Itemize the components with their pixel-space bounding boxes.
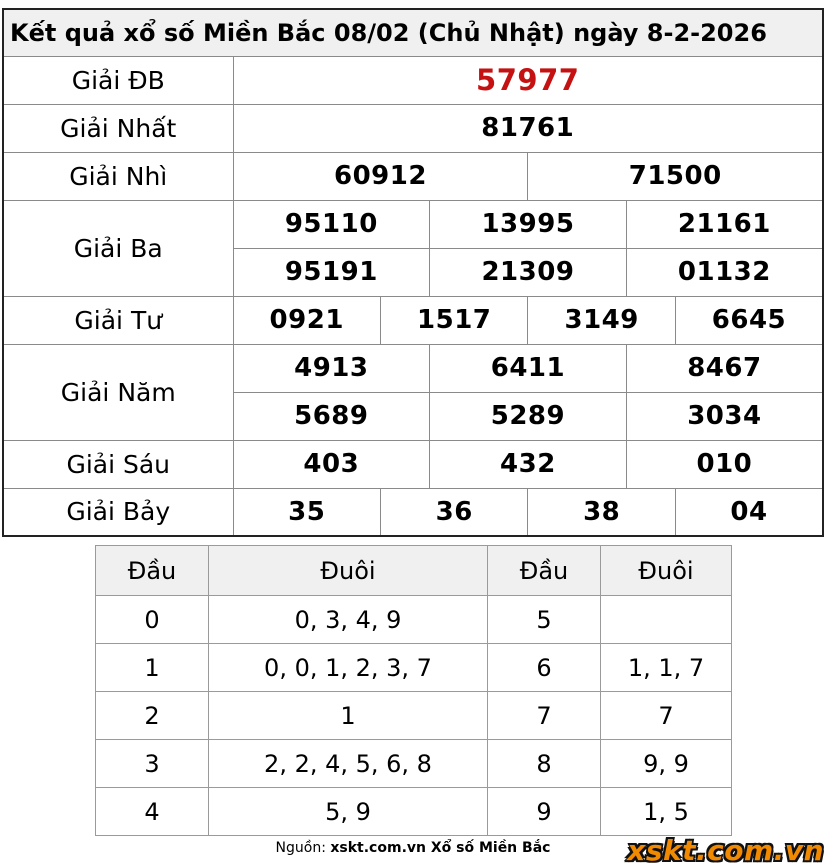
prize-value: 3149: [527, 295, 676, 345]
tail-cell: 1: [208, 691, 488, 740]
source-attribution: Nguồn: xskt.com.vn Xổ số Miền Bắc: [0, 840, 826, 856]
prize-value: 21309: [429, 247, 627, 297]
prize-value: 38: [527, 487, 676, 537]
prize-label-nhat: Giải Nhất: [2, 103, 234, 153]
prize-value: 60912: [232, 151, 529, 201]
results-table: Kết quả xổ số Miền Bắc 08/02 (Chủ Nhật) …: [2, 8, 824, 537]
prize-value-db: 57977: [232, 55, 824, 105]
prize-label-tu: Giải Tư: [2, 295, 234, 345]
prize-value: 36: [379, 487, 529, 537]
tail-cell: [600, 595, 732, 644]
head-cell: 7: [487, 691, 601, 740]
table-row: 0 0, 3, 4, 9 5: [95, 595, 732, 644]
col-header-duoi-left: Đuôi: [208, 545, 488, 596]
head-cell: 1: [95, 643, 209, 692]
prize-value: 13995: [429, 199, 627, 249]
table-row: 2 1 7 7: [95, 691, 732, 740]
prize-value: 1517: [379, 295, 529, 345]
head-cell: 2: [95, 691, 209, 740]
prize-value: 6645: [674, 295, 824, 345]
tail-cell: 0, 3, 4, 9: [208, 595, 488, 644]
head-tail-header-row: Đầu Đuôi Đầu Đuôi: [95, 545, 732, 596]
row-giai-ba-2: 95191 21309 01132: [3, 247, 824, 297]
row-giai-nhi: Giải Nhì 60912 71500: [2, 151, 824, 201]
prize-value: 3034: [625, 391, 824, 441]
row-giai-nhat: Giải Nhất 81761: [2, 103, 824, 153]
prize-value: 010: [625, 439, 824, 489]
prize-label-sau: Giải Sáu: [2, 439, 234, 489]
prize-value: 6411: [429, 343, 627, 393]
page-title: Kết quả xổ số Miền Bắc 08/02 (Chủ Nhật) …: [2, 8, 824, 57]
prize-value: 5289: [429, 391, 627, 441]
prize-value: 81761: [232, 103, 824, 153]
source-value: xskt.com.vn Xổ số Miền Bắc: [330, 840, 551, 856]
row-giai-tu: Giải Tư 0921 1517 3149 6645: [2, 295, 824, 345]
prize-label-bay: Giải Bảy: [2, 487, 234, 537]
col-header-dau-right: Đầu: [487, 545, 601, 596]
row-giai-sau: Giải Sáu 403 432 010: [2, 439, 824, 489]
col-header-duoi-right: Đuôi: [600, 545, 732, 596]
prize-label-nhi: Giải Nhì: [2, 151, 234, 201]
prize-label-nam: Giải Năm: [2, 343, 234, 441]
tail-cell: 1, 5: [600, 787, 732, 836]
tail-cell: 0, 0, 1, 2, 3, 7: [208, 643, 488, 692]
row-giai-ba-1: Giải Ba 95110 13995 21161: [2, 199, 824, 297]
row-giai-bay: Giải Bảy 35 36 38 04: [2, 487, 824, 537]
row-giai-nam-1: Giải Năm 4913 6411 8467: [2, 343, 824, 441]
prize-value: 35: [232, 487, 381, 537]
prize-value: 04: [674, 487, 824, 537]
prize-value: 5689: [232, 391, 431, 441]
table-row: 4 5, 9 9 1, 5: [95, 787, 732, 836]
tail-cell: 2, 2, 4, 5, 6, 8: [208, 739, 488, 788]
col-header-dau-left: Đầu: [95, 545, 209, 596]
source-label: Nguồn:: [275, 840, 326, 856]
prize-value: 95191: [232, 247, 431, 297]
head-cell: 0: [95, 595, 209, 644]
prize-value: 8467: [625, 343, 824, 393]
head-cell: 3: [95, 739, 209, 788]
tail-cell: 9, 9: [600, 739, 732, 788]
head-cell: 4: [95, 787, 209, 836]
tail-cell: 5, 9: [208, 787, 488, 836]
prize-value: 432: [429, 439, 627, 489]
head-cell: 8: [487, 739, 601, 788]
head-cell: 9: [487, 787, 601, 836]
row-giai-db: Giải ĐB 57977: [2, 55, 824, 105]
table-row: 3 2, 2, 4, 5, 6, 8 8 9, 9: [95, 739, 732, 788]
head-tail-table: Đầu Đuôi Đầu Đuôi 0 0, 3, 4, 9 5 1 0, 0,…: [95, 545, 732, 836]
prize-value: 403: [232, 439, 431, 489]
prize-label-db: Giải ĐB: [2, 55, 234, 105]
prize-value: 71500: [527, 151, 824, 201]
tail-cell: 1, 1, 7: [600, 643, 732, 692]
head-cell: 6: [487, 643, 601, 692]
tail-cell: 7: [600, 691, 732, 740]
head-cell: 5: [487, 595, 601, 644]
prize-value: 0921: [232, 295, 381, 345]
prize-value: 95110: [232, 199, 431, 249]
prize-value: 21161: [625, 199, 824, 249]
xskt-logo[interactable]: xskt.com.vn: [626, 833, 824, 865]
prize-label-ba: Giải Ba: [2, 199, 234, 297]
table-row: 1 0, 0, 1, 2, 3, 7 6 1, 1, 7: [95, 643, 732, 692]
prize-value: 4913: [232, 343, 431, 393]
prize-value: 01132: [625, 247, 824, 297]
